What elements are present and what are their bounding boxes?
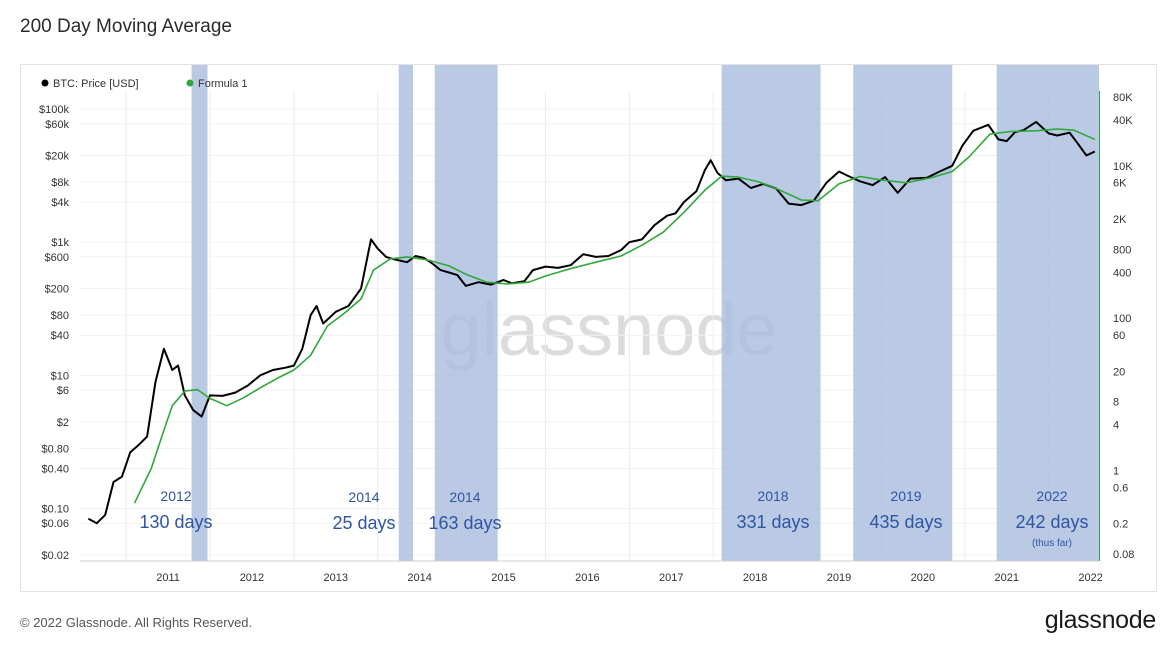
shaded-period xyxy=(996,65,1099,561)
x-tick-label: 2019 xyxy=(827,572,851,584)
btc-price-line xyxy=(87,120,1096,525)
y-left-tick-label: $2 xyxy=(57,417,69,429)
y-right-tick-label: 10K xyxy=(1113,161,1133,173)
copyright-text: © 2022 Glassnode. All Rights Reserved. xyxy=(20,615,253,630)
y-left-tick-label: $0.02 xyxy=(41,550,69,562)
period-year-label: 2022 xyxy=(1036,488,1067,504)
y-right-tick-label: 20 xyxy=(1113,366,1125,378)
x-tick-label: 2014 xyxy=(407,572,431,584)
x-tick-label: 2017 xyxy=(659,572,683,584)
y-right-tick-label: 40K xyxy=(1113,115,1133,127)
y-right-tick-label: 4 xyxy=(1113,420,1119,432)
y-right-tick-label: 1 xyxy=(1113,465,1119,477)
y-left-tick-label: $80 xyxy=(51,310,69,322)
y-left-tick-label: $0.80 xyxy=(41,443,69,455)
y-left-tick-label: $0.10 xyxy=(41,503,69,515)
legend-marker xyxy=(41,79,49,87)
y-left-tick-label: $0.40 xyxy=(41,463,69,475)
chart-svg: glassnode 2011 2012 2013 2014 2015 2016 2017 20… xyxy=(39,65,1134,584)
y-right-tick-label: 400 xyxy=(1113,267,1131,279)
y-left-tick-label: $6 xyxy=(57,385,69,397)
period-days-label: 130 days xyxy=(139,512,212,532)
shaded-period xyxy=(434,65,498,561)
y-right-tick-label: 100 xyxy=(1113,313,1131,325)
period-days-label: 435 days xyxy=(869,512,942,532)
y-left-tick-label: $8k xyxy=(51,177,69,189)
period-days-label: 242 days xyxy=(1015,512,1088,532)
y-right-tick-label: 2K xyxy=(1113,214,1127,226)
y-left-tick-label: $4k xyxy=(51,197,69,209)
shaded-period xyxy=(191,65,208,561)
page-title: 200 Day Moving Average xyxy=(20,16,232,37)
y-right-tick-label: 800 xyxy=(1113,244,1131,256)
x-tick-label: 2020 xyxy=(911,572,935,584)
y-left-tick-label: $20k xyxy=(45,151,69,163)
y-left-tick-label: $1k xyxy=(51,237,69,249)
formula-1-line xyxy=(133,128,1096,504)
y-right-tick-label: 0.6 xyxy=(1113,482,1128,494)
period-year-label: 2019 xyxy=(890,488,921,504)
x-tick-label: 2015 xyxy=(491,572,515,584)
y-right-tick-label: 8 xyxy=(1113,397,1119,409)
y-left-tick-label: $60k xyxy=(45,119,69,131)
y-right-tick-label: 60 xyxy=(1113,330,1125,342)
y-right-tick-label: 6K xyxy=(1113,178,1127,190)
period-year-label: 2014 xyxy=(449,489,480,505)
legend-label: Formula 1 xyxy=(198,78,248,90)
shaded-period xyxy=(853,65,953,561)
y-left-tick-label: $0.06 xyxy=(41,518,69,530)
x-tick-label: 2016 xyxy=(575,572,599,584)
x-tick-label: 2022 xyxy=(1078,572,1102,584)
y-left-tick-label: $200 xyxy=(45,284,69,296)
legend-label: BTC: Price [USD] xyxy=(53,78,139,90)
x-tick-label: 2021 xyxy=(995,572,1019,584)
chart-container: glassnode 2011 2012 2013 2014 2015 2016 2017 20… xyxy=(20,64,1157,592)
period-note-label: (thus far) xyxy=(1032,538,1072,549)
legend-marker xyxy=(186,79,194,87)
x-tick-label: 2018 xyxy=(743,572,767,584)
y-left-tick-label: $10 xyxy=(51,370,69,382)
x-tick-label: 2012 xyxy=(240,572,264,584)
period-year-label: 2018 xyxy=(757,488,788,504)
period-days-label: 25 days xyxy=(332,513,395,533)
y-left-tick-label: $40 xyxy=(51,330,69,342)
y-right-tick-label: 80K xyxy=(1113,92,1133,104)
y-right-tick-label: 0.08 xyxy=(1113,549,1134,561)
period-days-label: 331 days xyxy=(736,512,809,532)
y-left-tick-label: $600 xyxy=(45,252,69,264)
brand-logo-text: glassnode xyxy=(1044,606,1157,634)
shaded-period xyxy=(398,65,413,561)
y-left-tick-label: $100k xyxy=(39,104,69,116)
period-year-label: 2014 xyxy=(348,489,379,505)
y-right-tick-label: 0.2 xyxy=(1113,519,1128,531)
x-tick-label: 2011 xyxy=(156,572,180,584)
x-tick-label: 2013 xyxy=(324,572,348,584)
period-days-label: 163 days xyxy=(428,513,501,533)
shaded-period xyxy=(721,65,821,561)
period-year-label: 2012 xyxy=(160,488,191,504)
